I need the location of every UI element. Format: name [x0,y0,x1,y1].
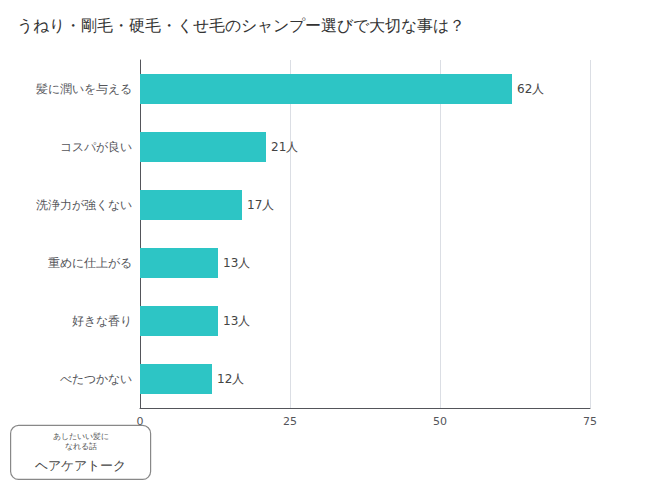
svg-text:75: 75 [583,415,597,428]
svg-text:17人: 17人 [247,198,274,212]
svg-text:なれる話: なれる話 [65,442,97,451]
svg-text:髪に潤いを与える: 髪に潤いを与える [36,82,132,96]
svg-text:62人: 62人 [517,82,544,96]
svg-text:ヘアケアトーク: ヘアケアトーク [35,458,126,473]
svg-text:うねり・剛毛・硬毛・くせ毛のシャンプー選びで大切な事は？: うねり・剛毛・硬毛・くせ毛のシャンプー選びで大切な事は？ [17,16,465,35]
svg-text:べたつかない: べたつかない [60,372,132,386]
svg-text:洗浄力が強くない: 洗浄力が強くない [36,198,132,212]
svg-text:コスパが良い: コスパが良い [60,140,132,154]
svg-text:好きな香り: 好きな香り [72,314,132,328]
svg-text:50: 50 [433,415,447,428]
svg-text:25: 25 [283,415,297,428]
svg-text:21人: 21人 [271,140,298,154]
svg-text:あしたいい髪に: あしたいい髪に [53,432,109,441]
svg-text:13人: 13人 [223,256,250,270]
svg-text:13人: 13人 [223,314,250,328]
svg-text:0: 0 [137,415,144,428]
svg-text:12人: 12人 [217,372,244,386]
svg-text:重めに仕上がる: 重めに仕上がる [48,256,132,270]
